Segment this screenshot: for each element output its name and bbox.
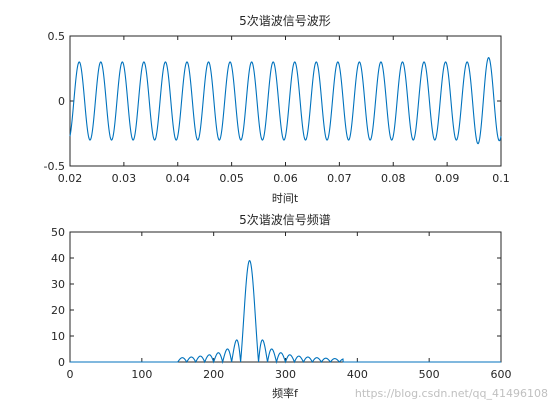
waveform-x-tick-label: 0.04: [166, 172, 191, 185]
waveform-title: 5次谐波信号波形: [239, 14, 331, 28]
spectrum-x-ticks: 0 100 200 300 400 500 600: [67, 232, 512, 381]
waveform-xlabel: 时间t: [272, 192, 299, 205]
waveform-x-tick-label: 0.02: [58, 172, 83, 185]
spectrum-plot-box: [69, 231, 502, 363]
spectrum-y-ticks: 50 40 30 20 10 0: [51, 226, 501, 369]
waveform-x-tick-label: 0.1: [492, 172, 510, 185]
spectrum-x-tick-label: 300: [275, 368, 296, 381]
waveform-x-tick-label: 0.09: [435, 172, 460, 185]
waveform-x-ticks: 0.02 0.03 0.04 0.05 0.06 0.07 0.08 0.09 0.1: [58, 36, 510, 185]
spectrum-y-tick-label: 20: [51, 304, 65, 317]
spectrum-x-tick-label: 200: [203, 368, 224, 381]
waveform-y-tick-label: 0.5: [48, 30, 66, 43]
waveform-x-tick-label: 0.06: [273, 172, 298, 185]
spectrum-title: 5次谐波信号频谱: [239, 213, 331, 227]
spectrum-x-tick-label: 600: [491, 368, 512, 381]
waveform-x-tick-label: 0.08: [381, 172, 406, 185]
spectrum-x-tick-label: 0: [67, 368, 74, 381]
waveform-axes: 5次谐波信号波形 0.02 0.03 0.04 0.05 0.06 0.07 0.08 0.0…: [44, 14, 510, 205]
waveform-y-tick-label: -0.5: [44, 160, 65, 173]
spectrum-x-tick-label: 500: [419, 368, 440, 381]
spectrum-x-tick-label: 400: [347, 368, 368, 381]
spectrum-x-tick-label: 100: [131, 368, 152, 381]
spectrum-series-line: [70, 260, 501, 365]
waveform-y-ticks: 0.5 0 -0.5: [44, 30, 501, 173]
spectrum-y-tick-label: 30: [51, 278, 65, 291]
spectrum-axes: 5次谐波信号频谱 0 100 200 300 400 500 600 50403020100…: [51, 213, 512, 400]
spectrum-y-tick-label: 40: [51, 252, 65, 265]
waveform-y-tick-label: 0: [58, 95, 65, 108]
spectrum-xlabel: 频率f: [272, 386, 299, 400]
waveform-x-tick-label: 0.07: [327, 172, 352, 185]
waveform-plot-box: [69, 35, 502, 167]
watermark: https://blog.csdn.net/qq_41496108: [355, 387, 548, 400]
waveform-series-line: [69, 57, 502, 145]
spectrum-y-tick-label: 0: [58, 356, 65, 369]
waveform-x-tick-label: 0.05: [219, 172, 244, 185]
spectrum-y-tick-label: 10: [51, 330, 65, 343]
spectrum-y-tick-label: 50: [51, 226, 65, 239]
waveform-x-tick-label: 0.03: [112, 172, 137, 185]
